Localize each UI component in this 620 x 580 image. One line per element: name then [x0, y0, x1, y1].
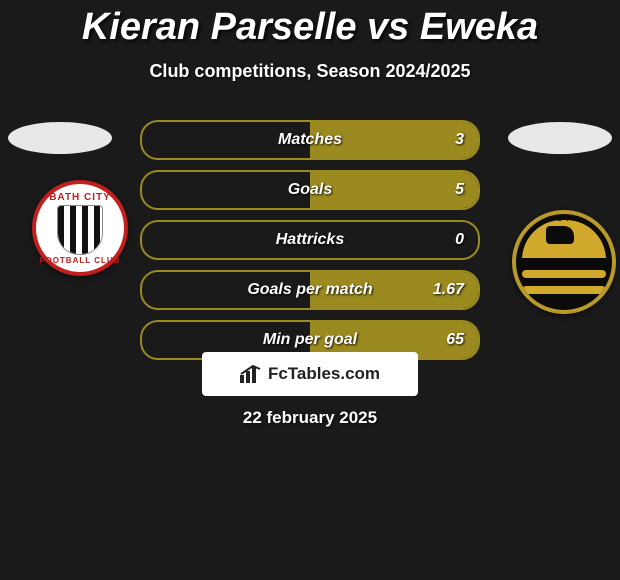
stat-right-value: 3	[455, 131, 464, 149]
crest-text-top: BATH CITY	[49, 192, 111, 203]
stat-right-value: 5	[455, 181, 464, 199]
stat-label: Goals	[142, 181, 478, 199]
crest-shield	[57, 205, 103, 255]
stat-row: Matches 3	[140, 120, 480, 160]
player-right-badge: M U F C	[508, 122, 612, 258]
stat-row: Goals per match 1.67	[140, 270, 480, 310]
stat-row: Hattricks 0	[140, 220, 480, 260]
brand-badge: FcTables.com	[202, 352, 418, 396]
subtitle: Club competitions, Season 2024/2025	[0, 61, 620, 82]
infographic-root: Kieran Parselle vs Eweka Club competitio…	[0, 0, 620, 580]
bath-city-crest: BATH CITY FOOTBALL CLUB	[32, 180, 128, 276]
player-left-badge: BATH CITY FOOTBALL CLUB	[8, 122, 112, 154]
stat-label: Min per goal	[142, 331, 478, 349]
stat-right-value: 1.67	[433, 281, 464, 299]
page-title: Kieran Parselle vs Eweka	[0, 0, 620, 49]
date-text: 22 february 2025	[0, 408, 620, 428]
crest-text-bottom: FOOTBALL CLUB	[40, 256, 121, 265]
photo-placeholder-left	[8, 122, 112, 154]
photo-placeholder-right	[508, 122, 612, 154]
brand-text: FcTables.com	[268, 364, 380, 384]
stat-right-value: 65	[446, 331, 464, 349]
stat-row: Goals 5	[140, 170, 480, 210]
maidstone-crest: M U F C	[512, 210, 616, 314]
stat-label: Hattricks	[142, 231, 478, 249]
stat-label: Matches	[142, 131, 478, 149]
stat-label: Goals per match	[142, 281, 478, 299]
stat-right-value: 0	[455, 231, 464, 249]
bar-chart-icon	[240, 365, 262, 383]
stats-block: Matches 3 Goals 5 Hattricks 0 Goals per …	[140, 120, 480, 370]
